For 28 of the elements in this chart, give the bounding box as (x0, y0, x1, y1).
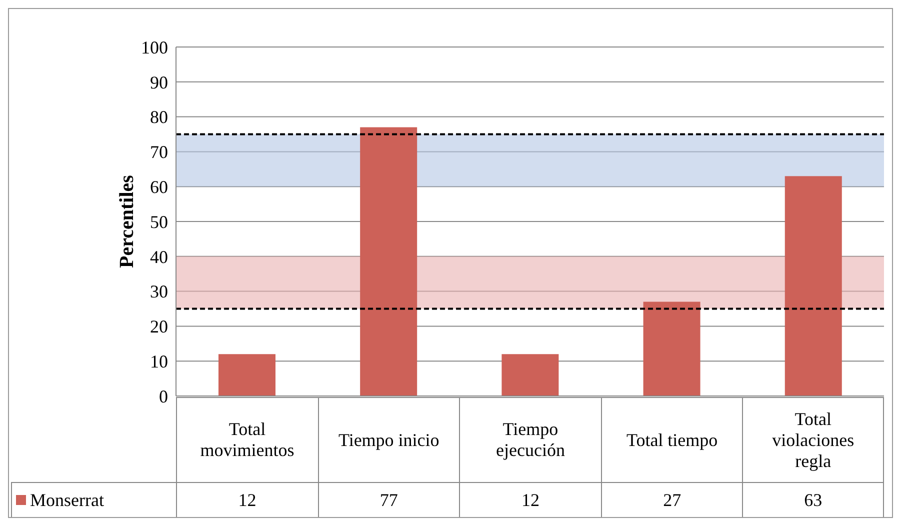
y-tick-label: 60 (150, 176, 168, 197)
bar (643, 302, 700, 396)
bar (784, 176, 842, 396)
bar (360, 127, 418, 396)
y-tick-label: 70 (150, 142, 168, 162)
x-tick-label: Total tiempo (626, 430, 718, 450)
x-tick-label: Tiempo ejecución (495, 419, 566, 461)
x-tick-label: Total movimientos (199, 419, 296, 461)
y-tick-label: 20 (150, 316, 168, 337)
legend-label: Monserrat (30, 490, 104, 510)
y-tick-label: 40 (150, 246, 168, 267)
data-label: 12 (176, 483, 318, 517)
x-tick-label: Total violaciones regla (771, 408, 856, 472)
x-tick-label: Tiempo inicio (338, 430, 440, 450)
data-label: 63 (742, 483, 884, 517)
y-tick-label: 10 (150, 351, 168, 372)
data-label: 12 (459, 483, 601, 517)
y-tick-label: 80 (150, 107, 168, 128)
y-tick-label: 90 (150, 72, 168, 92)
y-tick-label: 0 (159, 386, 168, 406)
y-tick-label: 30 (150, 282, 168, 302)
data-label: 77 (318, 483, 460, 517)
y-axis-title: Percentiles (116, 174, 138, 268)
y-tick-label: 100 (141, 37, 168, 58)
y-tick-label: 50 (150, 212, 168, 232)
data-label: 27 (600, 483, 742, 517)
bar (218, 354, 276, 396)
bar (502, 354, 559, 396)
